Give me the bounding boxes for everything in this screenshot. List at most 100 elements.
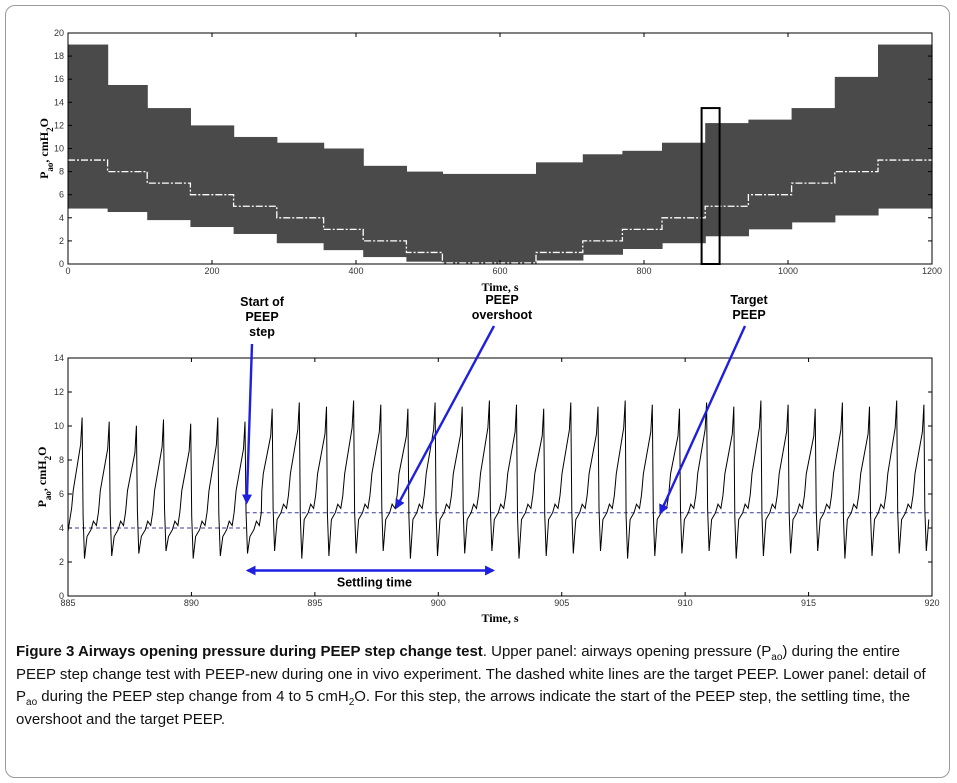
annotation-text: PEEP [732, 308, 765, 322]
envelope-segment [622, 150, 663, 249]
y-tick-label: 18 [54, 51, 64, 61]
y-tick-label: 16 [54, 74, 64, 84]
envelope-segment [68, 44, 109, 209]
envelope-segment [107, 84, 148, 213]
x-tick-label: 910 [678, 598, 693, 608]
axis-label-subscript: 2 [43, 455, 53, 460]
caption-sub: ao [26, 697, 38, 708]
pressure-trace [67, 400, 930, 559]
annotation-text: Start of [240, 295, 285, 309]
envelope-segment [323, 148, 364, 251]
envelope-segment [582, 154, 623, 255]
caption-text: during the PEEP step change from 4 to 5 … [37, 688, 349, 705]
caption-title: Figure 3 Airways opening pressure during… [16, 643, 483, 660]
lower-ticks: 885 890 895 900 905 910 915 920 0 2 4 6 8 10 12 14 [54, 353, 940, 608]
x-tick-label: 0 [65, 266, 70, 276]
envelope-segment [233, 136, 278, 234]
envelope-segment [190, 125, 235, 228]
axis-label-subscript: ao [43, 491, 53, 501]
annotation-text: step [249, 325, 275, 339]
x-tick-label: 890 [184, 598, 199, 608]
annotation-text: Settling time [337, 576, 412, 590]
y-tick-label: 8 [59, 167, 64, 177]
caption-sub: ao [771, 652, 783, 663]
annotation-arrow [659, 325, 747, 515]
envelope-segment [536, 162, 584, 261]
lower-y-axis-label: Pao, cmH2O [35, 447, 53, 508]
upper-panel: 0 200 400 600 800 1000 1200 0 2 4 6 8 10 12 14 16 18 20 T… [37, 28, 942, 294]
y-tick-label: 2 [59, 236, 64, 246]
envelope-segment [834, 76, 879, 216]
envelope-segment [705, 123, 749, 237]
caption-text: ) during the entire PEEP step change tes… [16, 643, 926, 705]
x-tick-label: 900 [431, 598, 446, 608]
y-tick-label: 8 [59, 455, 64, 465]
upper-ticks: 0 200 400 600 800 1000 1200 0 2 4 6 8 10 12 14 16 18 20 [54, 28, 942, 276]
axis-label-subscript: ao [45, 162, 55, 172]
annotation-text: PEEP [485, 293, 518, 307]
caption-sub: 2 [348, 697, 355, 708]
envelope-segment [442, 173, 537, 264]
axis-label-part: O [35, 447, 49, 456]
envelope-segment [878, 44, 933, 209]
target-peep-path [68, 159, 932, 264]
axis-label-part: P [37, 172, 51, 179]
envelope-segment [662, 142, 706, 244]
axis-label-part: P [35, 500, 49, 507]
upper-y-axis-label: Pao, cmH2O [37, 118, 55, 179]
y-tick-label: 14 [54, 97, 64, 107]
x-tick-label: 885 [60, 598, 75, 608]
x-tick-label: 400 [348, 266, 363, 276]
envelope-segment [791, 108, 836, 223]
target-peep-line [68, 159, 932, 264]
y-tick-label: 10 [54, 421, 64, 431]
y-tick-label: 4 [59, 213, 64, 223]
axis-label-subscript: 2 [45, 127, 55, 132]
x-tick-label: 600 [492, 266, 507, 276]
annotations: Start ofPEEPstepPEEPovershootTargetPEEPS… [240, 293, 768, 590]
annotation-arrow [242, 343, 254, 505]
envelope-segment [406, 171, 443, 262]
y-tick-label: 6 [59, 489, 64, 499]
envelope-segment [147, 108, 191, 221]
envelope-segment [748, 119, 793, 230]
x-tick-label: 200 [204, 266, 219, 276]
envelope-segment [363, 165, 407, 258]
y-tick-label: 12 [54, 120, 64, 130]
upper-x-axis-label: Time, s [481, 280, 518, 294]
y-tick-label: 20 [54, 28, 64, 38]
dashed-reference-lines [68, 512, 932, 529]
x-tick-label: 920 [924, 598, 939, 608]
x-tick-label: 1200 [922, 266, 942, 276]
y-tick-label: 14 [54, 353, 64, 363]
annotation-text: PEEP [245, 310, 278, 324]
axis-label-part: O [37, 118, 51, 127]
x-tick-label: 1000 [778, 266, 798, 276]
caption-text: O. For this step, the arrows indicate th… [16, 688, 911, 728]
y-tick-label: 4 [59, 523, 64, 533]
annotation-text: Target [730, 293, 768, 307]
x-tick-label: 800 [636, 266, 651, 276]
y-tick-label: 10 [54, 144, 64, 154]
lower-axes-frame [67, 357, 933, 597]
axis-label-part: , cmH [37, 131, 51, 162]
envelope-segment [276, 142, 325, 244]
x-tick-label: 915 [801, 598, 816, 608]
y-tick-label: 6 [59, 190, 64, 200]
axis-label-part: , cmH [35, 460, 49, 491]
caption-text: . Upper panel: airways opening pressure … [482, 643, 772, 660]
lower-x-axis-label: Time, s [481, 611, 518, 625]
annotation-text: overshoot [472, 308, 533, 322]
annotation-arrow [395, 325, 496, 510]
pressure-envelope [68, 44, 933, 264]
y-tick-label: 0 [59, 591, 64, 601]
figure-caption: Figure 3 Airways opening pressure during… [16, 641, 936, 731]
y-tick-label: 0 [59, 259, 64, 269]
lower-panel: 885 890 895 900 905 910 915 920 0 2 4 6 8 10 12 14 Time… [35, 293, 940, 625]
x-tick-label: 895 [307, 598, 322, 608]
x-tick-label: 905 [554, 598, 569, 608]
